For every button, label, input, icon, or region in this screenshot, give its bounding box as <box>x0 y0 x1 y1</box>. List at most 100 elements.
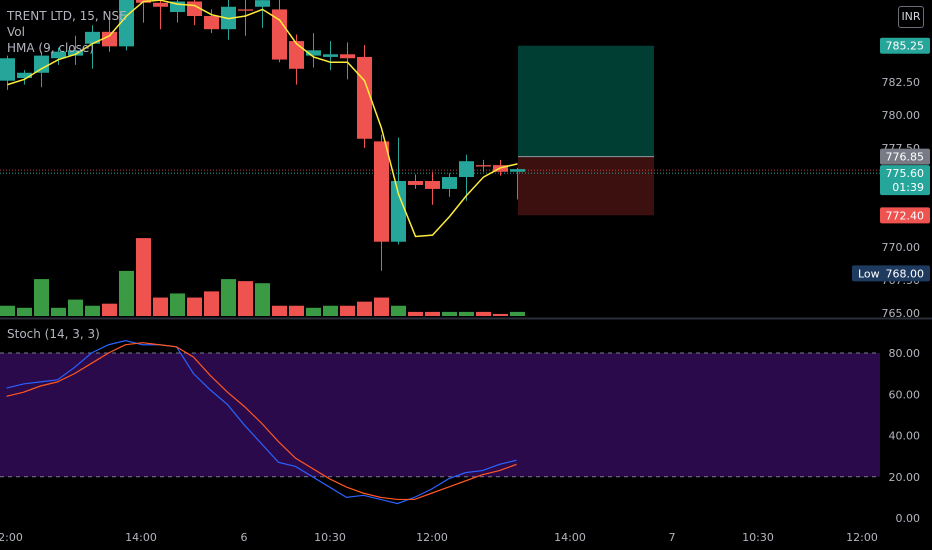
volume-bar <box>459 311 474 316</box>
stoch-line-k[interactable] <box>6 340 517 505</box>
candle-body[interactable] <box>408 181 423 185</box>
candle-body[interactable] <box>306 50 321 56</box>
volume-bar <box>442 311 457 316</box>
position-profit-zone[interactable] <box>518 45 654 157</box>
candle-body[interactable] <box>323 54 338 57</box>
last-price-text: 775.60 <box>886 167 925 180</box>
candle-body[interactable] <box>510 169 525 172</box>
target-price-tag-text: 785.25 <box>886 40 925 53</box>
stoch-band <box>0 353 880 477</box>
candle-body[interactable] <box>391 181 406 242</box>
candle-body[interactable] <box>0 58 15 81</box>
target-price-tag-bg <box>880 37 930 54</box>
candle-body[interactable] <box>272 9 287 60</box>
volume-bar <box>289 305 304 316</box>
time-axis-tick: 14:00 <box>125 531 157 544</box>
hma-legend[interactable]: HMA (9, close) <box>7 41 94 55</box>
last-price-tag-bg <box>880 165 930 196</box>
candle-body[interactable] <box>289 41 304 69</box>
volume-bar <box>374 297 389 316</box>
time-axis-tick: 10:30 <box>314 531 346 544</box>
candle-body[interactable] <box>85 31 100 44</box>
volume-bar <box>85 305 100 316</box>
time-axis-tick: 10:30 <box>742 531 774 544</box>
low-label-value: 768.00 <box>886 267 925 280</box>
candle-body[interactable] <box>68 50 83 56</box>
volume-bar <box>17 307 32 316</box>
low-label-bg <box>852 265 930 282</box>
target-price-tag[interactable]: 785.25 <box>880 37 930 54</box>
candle-body[interactable] <box>51 51 66 59</box>
stoch-legend[interactable]: Stoch (14, 3, 3) <box>7 327 100 341</box>
volume-bar <box>0 305 15 316</box>
volume-bar <box>510 311 525 316</box>
candle-body[interactable] <box>476 165 491 167</box>
candle-body[interactable] <box>442 177 457 189</box>
candle-body[interactable] <box>357 56 372 139</box>
candle-body[interactable] <box>17 72 32 79</box>
candle-body[interactable] <box>34 55 49 73</box>
volume-bar <box>102 303 117 316</box>
price-pane-legend: TRENT LTD, 15, NSE Vol HMA (9, close) <box>7 8 127 56</box>
volume-bar <box>493 313 508 316</box>
volume-legend[interactable]: Vol <box>7 25 25 39</box>
stoch-axis-tick: 0.00 <box>896 512 921 525</box>
time-axis-tick: 6 <box>241 531 248 544</box>
volume-bar <box>425 311 440 316</box>
candle-body[interactable] <box>425 181 440 189</box>
volume-bar <box>187 297 202 316</box>
currency-button[interactable]: INR <box>898 6 924 28</box>
price-axis-tick: 780.00 <box>882 109 921 122</box>
stop-price-tag-bg <box>880 207 930 224</box>
candle-body[interactable] <box>119 0 134 47</box>
stop-price-tag-text: 772.40 <box>886 209 925 222</box>
volume-bar <box>408 311 423 316</box>
price-axis-tick: 770.00 <box>882 241 921 254</box>
time-axis-tick: 14:00 <box>554 531 586 544</box>
price-axis-tick: 782.50 <box>882 76 921 89</box>
stoch-axis-tick: 40.00 <box>889 430 921 443</box>
candle-body[interactable] <box>238 9 253 11</box>
candle-body[interactable] <box>170 1 185 13</box>
entry-price-tag-bg <box>880 148 930 165</box>
price-axis-tick: 765.00 <box>882 307 921 320</box>
entry-price-tag[interactable]: 776.85 <box>880 148 930 165</box>
volume-bar <box>323 305 338 316</box>
symbol-title[interactable]: TRENT LTD, 15, NSE <box>7 9 127 23</box>
volume-bar <box>136 238 151 316</box>
time-axis-tick: 12:00 <box>416 531 448 544</box>
candle-body[interactable] <box>102 31 117 47</box>
volume-bar <box>51 307 66 316</box>
candle-body[interactable] <box>204 16 219 30</box>
entry-price-tag-text: 776.85 <box>886 151 925 164</box>
volume-bar <box>272 305 287 316</box>
volume-bar <box>357 301 372 316</box>
stop-price-tag[interactable]: 772.40 <box>880 207 930 224</box>
time-axis-tick: 7 <box>669 531 676 544</box>
position-loss-zone[interactable] <box>518 156 654 216</box>
candle-body[interactable] <box>153 2 168 7</box>
volume-bar <box>340 305 355 316</box>
hma-line[interactable] <box>7 0 518 238</box>
countdown-text: 01:39 <box>892 181 924 194</box>
stoch-line-d[interactable] <box>6 342 517 501</box>
candle-body[interactable] <box>374 141 389 242</box>
stoch-axis-tick: 20.00 <box>889 471 921 484</box>
low-label[interactable]: Low 768.00 <box>852 265 930 282</box>
stoch-axis-tick: 60.00 <box>889 388 921 401</box>
volume-bar <box>306 307 321 316</box>
volume-bar <box>68 299 83 316</box>
candle-body[interactable] <box>255 0 270 7</box>
stoch-axis-tick: 80.00 <box>889 347 921 360</box>
time-axis-tick: 12:00 <box>0 531 23 544</box>
volume-bar <box>391 305 406 316</box>
volume-bar <box>170 293 185 316</box>
candle-body[interactable] <box>459 161 474 178</box>
volume-bar <box>238 281 253 316</box>
volume-bar <box>153 297 168 316</box>
volume-bar <box>34 279 49 316</box>
candle-body[interactable] <box>340 54 355 59</box>
volume-bar <box>204 291 219 316</box>
